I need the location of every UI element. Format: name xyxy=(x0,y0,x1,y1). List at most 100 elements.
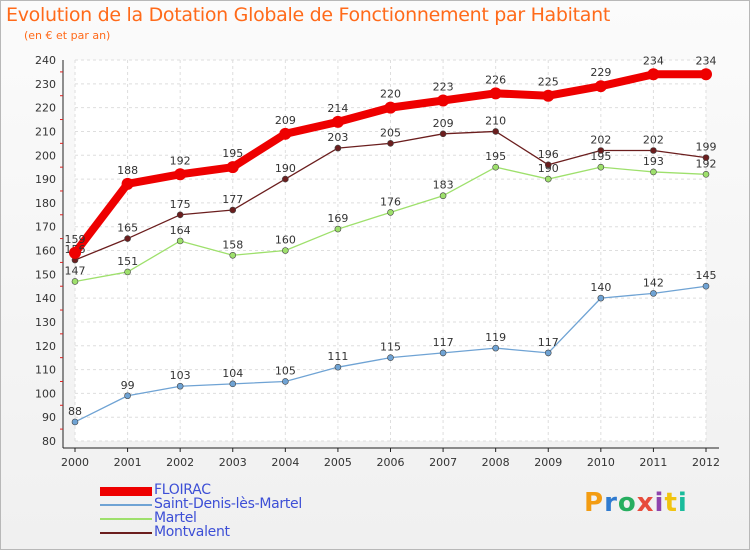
x-tick-label: 2010 xyxy=(587,456,615,469)
y-tick-label: 100 xyxy=(35,387,56,400)
data-label: 195 xyxy=(222,147,243,160)
data-point xyxy=(597,294,605,302)
data-point xyxy=(229,206,237,214)
data-label: 176 xyxy=(380,195,401,208)
y-tick-label: 180 xyxy=(35,197,56,210)
data-point xyxy=(387,209,394,216)
proxiti-logo: Proxiti xyxy=(584,488,688,518)
x-tick-label: 2003 xyxy=(219,456,247,469)
data-label: 192 xyxy=(696,157,717,170)
data-label: 151 xyxy=(117,255,138,268)
x-tick-label: 2008 xyxy=(482,456,510,469)
data-point xyxy=(439,130,447,138)
data-point xyxy=(334,363,342,371)
data-label: 214 xyxy=(327,102,348,115)
data-label: 177 xyxy=(222,193,243,206)
logo-letter: t xyxy=(664,488,678,518)
data-label: 188 xyxy=(117,164,138,177)
data-point xyxy=(121,177,134,190)
y-tick-label: 200 xyxy=(35,149,56,162)
data-point xyxy=(124,268,131,276)
data-label: 147 xyxy=(65,264,86,277)
data-point xyxy=(544,175,552,183)
y-tick-label: 130 xyxy=(35,316,56,329)
x-tick-label: 2006 xyxy=(377,456,405,469)
data-label: 225 xyxy=(538,76,559,89)
x-tick-label: 2009 xyxy=(534,456,562,469)
data-label: 195 xyxy=(590,150,611,163)
legend-swatch-montvalent xyxy=(100,532,152,534)
data-label: 160 xyxy=(275,234,296,247)
data-point xyxy=(542,89,555,102)
x-tick-label: 2011 xyxy=(639,456,667,469)
logo-letter: x xyxy=(636,488,655,518)
data-label: 145 xyxy=(696,269,717,282)
legend-item-martel: Martel xyxy=(100,510,360,526)
y-tick-label: 220 xyxy=(35,102,56,115)
x-tick-label: 2001 xyxy=(114,456,142,469)
logo-letter: i xyxy=(654,488,665,518)
data-label: 140 xyxy=(590,281,611,294)
data-label: 117 xyxy=(433,336,454,349)
logo-letter: o xyxy=(617,488,637,518)
data-label: 220 xyxy=(380,88,401,101)
data-point xyxy=(124,235,131,242)
data-label: 105 xyxy=(275,364,296,377)
data-point xyxy=(229,380,237,388)
data-point xyxy=(69,246,81,259)
legend-label-montvalent: Montvalent xyxy=(154,524,230,540)
y-tick-label: 110 xyxy=(35,364,56,377)
logo-letter: P xyxy=(584,488,605,518)
y-tick-label: 170 xyxy=(35,221,56,234)
x-tick-label: 2002 xyxy=(166,456,194,469)
data-point xyxy=(331,115,344,128)
data-point xyxy=(594,80,607,93)
data-label: 117 xyxy=(538,336,559,349)
data-label: 203 xyxy=(327,131,348,144)
data-label: 234 xyxy=(696,54,717,67)
data-point xyxy=(702,171,710,178)
data-point xyxy=(282,247,289,254)
data-point xyxy=(279,127,292,140)
legend-swatch-saint-denis xyxy=(100,504,152,506)
data-label: 111 xyxy=(327,350,348,363)
data-point xyxy=(282,378,289,385)
data-label: 234 xyxy=(643,54,664,67)
x-tick-label: 2000 xyxy=(61,456,89,469)
y-tick-label: 210 xyxy=(35,125,56,138)
data-point xyxy=(544,349,552,357)
data-point xyxy=(334,225,342,233)
data-label: 209 xyxy=(275,114,296,127)
y-tick-label: 80 xyxy=(42,435,56,448)
x-tick-label: 2012 xyxy=(692,456,720,469)
data-label: 210 xyxy=(485,114,506,127)
plot-area xyxy=(75,60,706,441)
data-point xyxy=(492,344,499,352)
data-label: 229 xyxy=(590,66,611,79)
data-label: 209 xyxy=(433,117,454,130)
data-label: 226 xyxy=(485,73,506,86)
legend-item-montvalent: Montvalent xyxy=(100,524,360,540)
data-point xyxy=(71,418,79,426)
data-point xyxy=(492,163,499,171)
data-label: 175 xyxy=(170,198,191,211)
x-tick-label: 2005 xyxy=(324,456,352,469)
y-tick-label: 230 xyxy=(35,78,56,91)
chart-legend: FLOIRAC Saint-Denis-lès-Martel Martel Mo… xyxy=(100,482,360,540)
data-point xyxy=(650,168,657,176)
legend-swatch-martel xyxy=(100,518,152,520)
data-label: 223 xyxy=(433,80,454,93)
data-point xyxy=(597,147,605,154)
data-point xyxy=(174,168,187,181)
data-point xyxy=(282,175,289,183)
legend-label-martel: Martel xyxy=(154,510,197,526)
data-point xyxy=(650,147,657,154)
data-point xyxy=(387,354,394,361)
data-label: 195 xyxy=(485,150,506,163)
data-label: 169 xyxy=(327,212,348,225)
y-tick-label: 140 xyxy=(35,292,56,305)
data-point xyxy=(71,278,79,285)
data-point xyxy=(176,237,184,245)
chart-title: Evolution de la Dotation Globale de Fonc… xyxy=(6,4,611,26)
